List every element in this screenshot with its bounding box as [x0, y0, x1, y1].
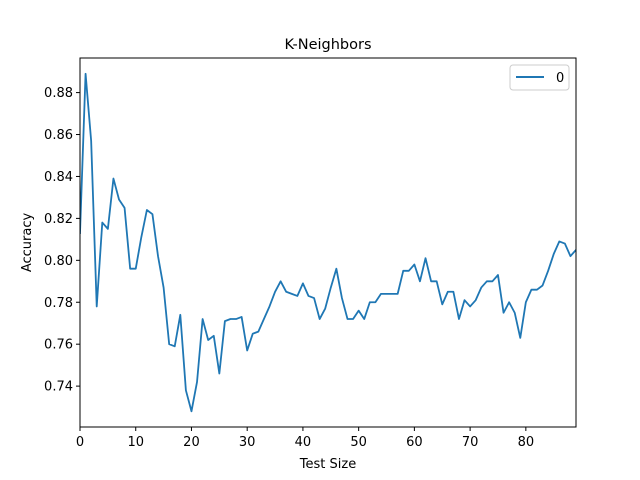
- legend-label-series-0: 0: [556, 71, 564, 86]
- x-tick-label-1: 10: [127, 435, 144, 450]
- legend: 0: [509, 64, 570, 91]
- x-tick-label-5: 50: [350, 435, 367, 450]
- x-tick-label-0: 0: [76, 435, 84, 450]
- y-tick-label-4: 0.82: [44, 212, 73, 227]
- y-tick-label-3: 0.80: [44, 254, 73, 269]
- y-tick-label-0: 0.74: [44, 380, 73, 395]
- x-tick-label-8: 80: [518, 435, 535, 450]
- x-tick-label-3: 30: [239, 435, 256, 450]
- x-tick-label-4: 40: [295, 435, 312, 450]
- y-tick-label-1: 0.76: [44, 338, 73, 353]
- y-axis-label: Accuracy: [20, 213, 35, 273]
- series-line-0: [80, 72, 576, 413]
- x-tick-label-7: 70: [462, 435, 479, 450]
- y-tick-label-6: 0.86: [44, 128, 73, 143]
- chart-title: K-Neighbors: [285, 37, 372, 53]
- y-tick-label-7: 0.88: [44, 86, 73, 101]
- plot-frame: [79, 57, 577, 428]
- x-tick-label-6: 60: [406, 435, 423, 450]
- y-tick-label-5: 0.84: [44, 170, 73, 185]
- x-tick-label-2: 20: [183, 435, 200, 450]
- x-axis-label: Test Size: [299, 457, 356, 472]
- y-tick-label-2: 0.78: [44, 296, 73, 311]
